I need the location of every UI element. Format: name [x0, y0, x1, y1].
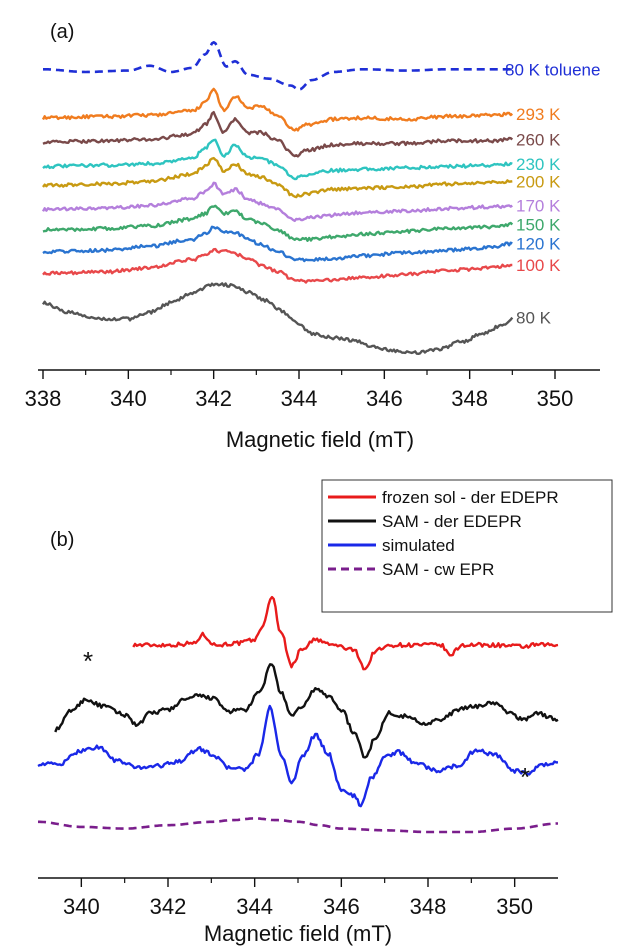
- x-tick-label: 350: [496, 894, 533, 919]
- series-label-150-k: 150 K: [516, 216, 561, 235]
- series-line-230-k: [42, 138, 513, 181]
- series-label-293-k: 293 K: [516, 105, 561, 124]
- series-label-80-k-toluene: 80 K toluene: [505, 60, 600, 79]
- x-tick-label: 342: [195, 386, 232, 411]
- x-tick-label: 344: [281, 386, 318, 411]
- annotation-asterisk-right: *: [520, 762, 530, 792]
- series-line-80-k: [41, 282, 514, 355]
- series-line-200-k: [42, 156, 513, 199]
- series-line-293-k: [41, 87, 514, 132]
- x-tick-label: 346: [323, 894, 360, 919]
- series-line-frozen-sol-der-edepr: [132, 595, 559, 671]
- series-line-100-k: [42, 247, 513, 284]
- x-tick-label: 344: [236, 894, 273, 919]
- legend-label-sam-der-edepr: SAM - der EDEPR: [382, 512, 522, 531]
- panel-b-label: (b): [50, 529, 74, 551]
- series-line-80-k-toluene: [43, 41, 513, 91]
- panel-b-series: [37, 595, 559, 834]
- x-tick-label: 348: [451, 386, 488, 411]
- x-tick-label: 350: [537, 386, 574, 411]
- panel-a-x-axis-label: Magnetic field (mT): [226, 427, 414, 452]
- panel-b-legend: frozen sol - der EDEPR SAM - der EDEPR sim…: [321, 479, 613, 613]
- series-label-260-k: 260 K: [516, 130, 561, 149]
- series-label-230-k: 230 K: [516, 155, 561, 174]
- legend-label-simulated: simulated: [382, 536, 455, 555]
- x-tick-label: 340: [110, 386, 147, 411]
- series-line-120-k: [42, 225, 513, 263]
- panel-a-x-ticks: 338 340 342 344 346 348 350: [25, 370, 574, 411]
- panel-b-x-axis-label: Magnetic field (mT): [204, 921, 392, 946]
- legend-label-sam-cw-epr: SAM - cw EPR: [382, 560, 494, 579]
- series-label-100-k: 100 K: [516, 256, 561, 275]
- series-line-170-k: [41, 181, 513, 223]
- panel-a-label: (a): [50, 21, 74, 43]
- panel-a-series: [41, 41, 514, 355]
- series-label-80-k: 80 K: [516, 309, 552, 328]
- series-line-sam-der-edepr: [54, 663, 559, 759]
- series-line-simulated: [37, 704, 559, 808]
- x-tick-label: 342: [150, 894, 187, 919]
- series-label-120-k: 120 K: [516, 234, 561, 253]
- series-label-170-k: 170 K: [516, 197, 561, 216]
- panel-b-x-ticks: 340 342 344 346 348 350: [63, 878, 533, 919]
- panel-b: (b) frozen sol - der EDEPR SAM - der EDEP…: [37, 479, 613, 946]
- series-line-sam-cw-epr: [38, 817, 558, 834]
- series-line-150-k: [42, 204, 514, 242]
- x-tick-label: 340: [63, 894, 100, 919]
- legend-label-frozen-sol-der-edepr: frozen sol - der EDEPR: [382, 488, 559, 507]
- x-tick-label: 346: [366, 386, 403, 411]
- x-tick-label: 338: [25, 386, 62, 411]
- series-label-200-k: 200 K: [516, 172, 561, 191]
- annotation-asterisk-left: *: [83, 646, 93, 676]
- series-line-260-k: [42, 111, 514, 158]
- x-tick-label: 348: [410, 894, 447, 919]
